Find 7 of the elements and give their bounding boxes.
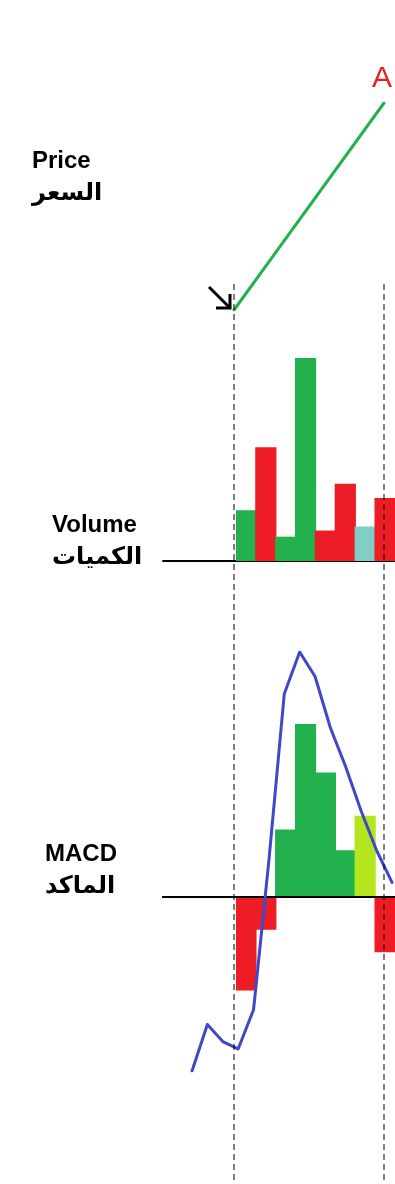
bar [236,510,257,561]
bar [374,498,395,561]
text: A [372,59,393,93]
bar [354,815,376,897]
bar [374,896,395,953]
bar [354,526,376,561]
bar [255,447,277,561]
